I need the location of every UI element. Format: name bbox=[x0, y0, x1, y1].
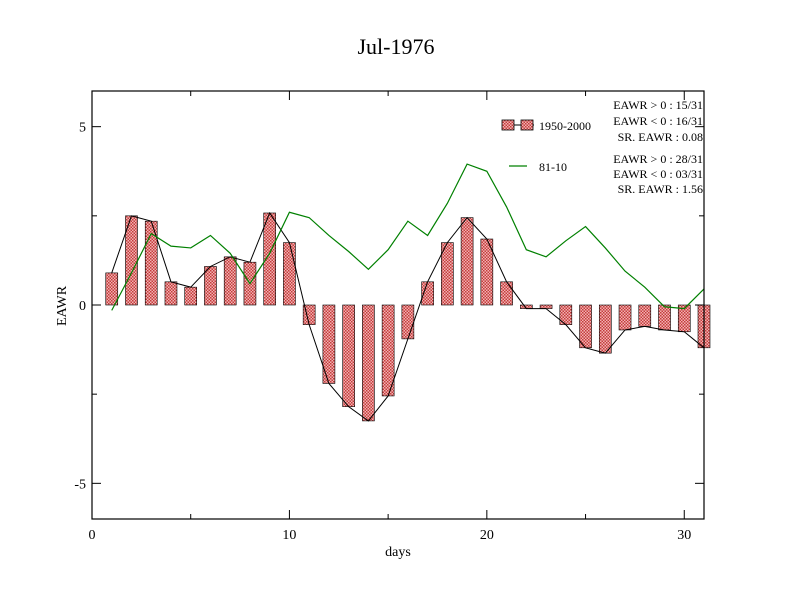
x-tick-label-30: 30 bbox=[677, 528, 691, 543]
bar-day-7 bbox=[223, 256, 237, 306]
y-tick-label--5: -5 bbox=[74, 477, 86, 492]
stat-sr-1950-2000: SR. EAWR : 0.08 bbox=[618, 130, 703, 144]
stat-pos-1950-2000: EAWR > 0 : 15/31 bbox=[613, 98, 703, 112]
bar-day-13 bbox=[342, 304, 355, 407]
x-axis-label: days bbox=[385, 545, 411, 560]
stat-neg-1950-2000: EAWR < 0 : 16/31 bbox=[613, 114, 703, 128]
y-axis-label: EAWR bbox=[55, 285, 70, 326]
bar-day-16 bbox=[401, 304, 415, 340]
bar-day-6 bbox=[204, 266, 217, 306]
bar-day-4 bbox=[164, 281, 178, 306]
stat-pos-81-10: EAWR > 0 : 28/31 bbox=[613, 152, 703, 166]
stat-sr-81-10: SR. EAWR : 1.56 bbox=[618, 182, 703, 196]
bar-day-19 bbox=[460, 217, 474, 306]
bar-day-5 bbox=[184, 286, 198, 306]
y-tick-label-0: 0 bbox=[79, 299, 86, 314]
bar-day-26 bbox=[598, 304, 612, 354]
legend: 1950-2000 81-10 bbox=[501, 119, 591, 174]
bar-day-21 bbox=[500, 281, 513, 306]
stat-neg-81-10: EAWR < 0 : 03/31 bbox=[613, 167, 703, 181]
legend-swatch-1950-2000-a bbox=[501, 119, 515, 131]
stats-block: EAWR > 0 : 15/31 EAWR < 0 : 16/31 SR. EA… bbox=[613, 98, 703, 196]
bar-day-25 bbox=[579, 304, 592, 349]
line-1950-2000 bbox=[111, 211, 705, 422]
legend-swatch-1950-2000-b bbox=[520, 119, 534, 131]
bar-day-14 bbox=[362, 304, 375, 422]
series-lines bbox=[111, 163, 705, 422]
bar-day-29 bbox=[658, 304, 671, 331]
bar-day-28 bbox=[638, 304, 652, 327]
x-tick-label-20: 20 bbox=[480, 528, 494, 543]
y-tick-label-5: 5 bbox=[79, 121, 86, 136]
x-tick-label-10: 10 bbox=[282, 528, 296, 543]
bar-day-10 bbox=[283, 242, 296, 306]
legend-label-81-10: 81-10 bbox=[539, 160, 567, 174]
bar-day-27 bbox=[618, 304, 632, 331]
chart-title: Jul-1976 bbox=[358, 34, 435, 59]
legend-label-1950-2000: 1950-2000 bbox=[539, 119, 591, 133]
axis-ticks: 0 10 20 30 -5 0 5 bbox=[74, 91, 704, 543]
line-81-10 bbox=[111, 163, 705, 311]
x-tick-label-0: 0 bbox=[89, 528, 96, 543]
plot-frame bbox=[91, 90, 705, 520]
bar-day-1 bbox=[105, 272, 119, 306]
bar-day-23 bbox=[539, 304, 553, 309]
